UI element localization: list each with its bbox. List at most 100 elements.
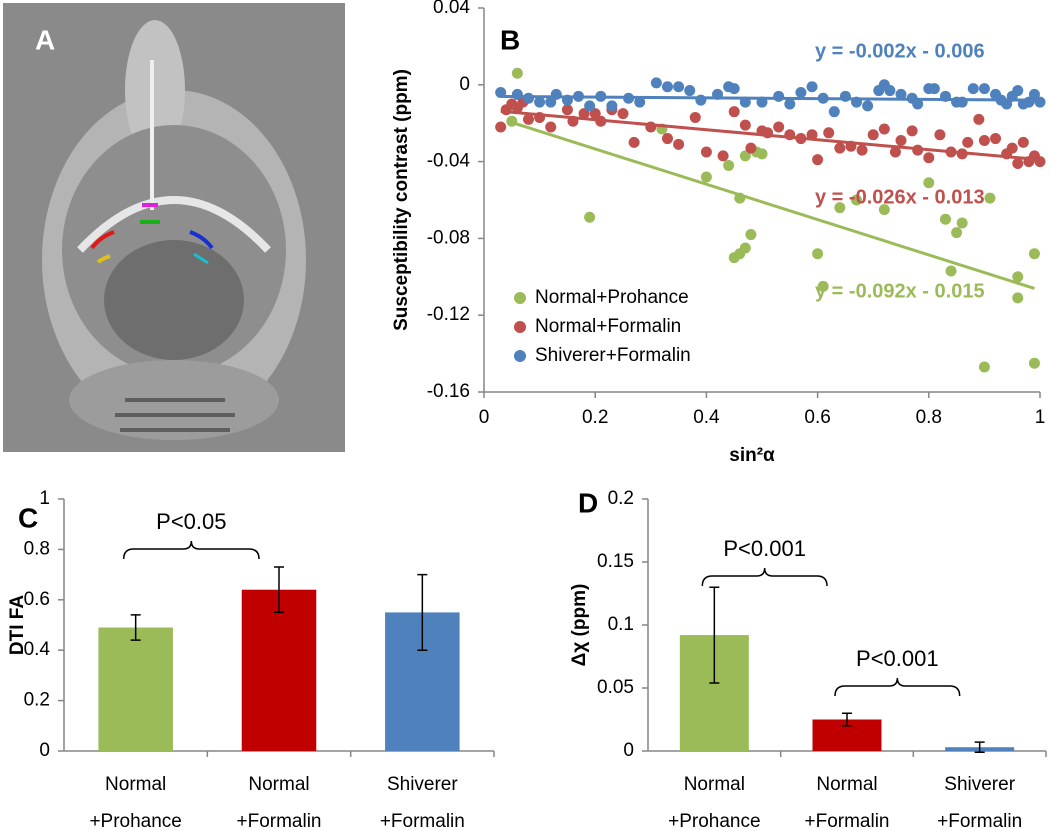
significance-label: P<0.001 bbox=[723, 536, 806, 561]
point bbox=[806, 81, 818, 93]
roi-red bbox=[90, 230, 115, 250]
x-axis-title: sin²α bbox=[729, 445, 775, 466]
point bbox=[945, 265, 957, 277]
point bbox=[511, 88, 523, 100]
y-tick-label: 0 bbox=[39, 740, 50, 761]
point bbox=[661, 81, 673, 93]
point bbox=[773, 121, 785, 133]
point bbox=[812, 248, 824, 260]
point bbox=[1012, 292, 1024, 304]
y-axis-title: DTI FA bbox=[7, 595, 28, 655]
point bbox=[561, 104, 573, 116]
point bbox=[812, 154, 824, 166]
point bbox=[828, 106, 840, 118]
point bbox=[628, 136, 640, 148]
significance-bracket bbox=[122, 540, 260, 560]
point bbox=[584, 100, 596, 112]
point bbox=[1028, 357, 1040, 369]
point bbox=[617, 108, 629, 120]
legend-swatch bbox=[514, 321, 526, 333]
point bbox=[578, 108, 590, 120]
point bbox=[634, 96, 646, 108]
x-tick-label: 0.8 bbox=[916, 407, 942, 428]
y-tick-label: 0 bbox=[623, 740, 634, 761]
point bbox=[756, 148, 768, 160]
error-bar bbox=[274, 566, 284, 614]
point bbox=[650, 77, 662, 89]
thalamus bbox=[104, 240, 244, 360]
point bbox=[700, 171, 712, 183]
point bbox=[545, 96, 557, 108]
point bbox=[823, 127, 835, 139]
point bbox=[878, 123, 890, 135]
point bbox=[606, 100, 618, 112]
y-tick-label: 0.4 bbox=[24, 639, 51, 660]
x-tick-label: Normal bbox=[684, 774, 745, 795]
y-tick-label: 0.2 bbox=[24, 690, 50, 711]
significance-label: P<0.05 bbox=[156, 509, 226, 534]
bar bbox=[98, 627, 173, 751]
point bbox=[912, 98, 924, 110]
mri-panel: A bbox=[3, 3, 345, 452]
point bbox=[795, 86, 807, 98]
point bbox=[522, 92, 534, 104]
y-tick-label: 0.15 bbox=[597, 551, 634, 572]
point bbox=[984, 192, 996, 204]
y-tick-label: -0.16 bbox=[427, 381, 470, 402]
point bbox=[956, 217, 968, 229]
point bbox=[878, 204, 890, 216]
point bbox=[962, 136, 974, 148]
cerebellum-folia bbox=[115, 398, 235, 432]
y-tick-label: 0.1 bbox=[608, 614, 634, 635]
point bbox=[1028, 88, 1040, 100]
panel-label: C bbox=[18, 502, 38, 533]
x-tick-label: Normal bbox=[105, 774, 166, 795]
panel-label: D bbox=[578, 487, 598, 518]
significance-bracket bbox=[701, 567, 828, 587]
x-tick-label: 0.6 bbox=[804, 407, 830, 428]
point bbox=[928, 83, 940, 95]
point bbox=[534, 96, 546, 108]
point bbox=[978, 83, 990, 95]
point bbox=[973, 113, 985, 125]
point bbox=[700, 146, 712, 158]
x-tick-label: +Formalin bbox=[237, 811, 322, 831]
bar bbox=[241, 589, 317, 751]
point bbox=[817, 280, 829, 292]
point bbox=[923, 152, 935, 164]
point bbox=[834, 142, 846, 154]
error-bar bbox=[417, 573, 428, 651]
legend-label: Shiverer+Formalin bbox=[535, 345, 691, 366]
x-tick-label: Shiverer bbox=[944, 774, 1015, 795]
x-tick-label: +Formalin bbox=[380, 811, 465, 831]
fit-line bbox=[500, 109, 1041, 162]
point bbox=[739, 119, 751, 131]
x-tick-label: 1 bbox=[1035, 407, 1046, 428]
y-tick-label: 0.6 bbox=[24, 589, 50, 610]
point bbox=[723, 159, 735, 171]
olfactory-bulb bbox=[125, 20, 185, 160]
y-tick-label: 0.2 bbox=[608, 488, 634, 509]
x-tick-label: Normal bbox=[816, 774, 877, 795]
point bbox=[673, 81, 685, 93]
y-tick-label: 0.05 bbox=[597, 677, 634, 698]
error-bar bbox=[709, 586, 720, 684]
point bbox=[589, 108, 601, 120]
point bbox=[906, 125, 918, 137]
y-axis-title: Δχ (ppm) bbox=[569, 584, 590, 667]
legend-label: Normal+Prohance bbox=[535, 287, 689, 308]
roi-blue bbox=[189, 230, 214, 250]
point bbox=[522, 113, 534, 125]
point bbox=[1012, 158, 1024, 170]
point bbox=[951, 227, 963, 239]
x-tick-label: 0 bbox=[479, 407, 490, 428]
fit-equation: y = -0.092x - 0.015 bbox=[815, 280, 985, 302]
point bbox=[739, 150, 751, 162]
x-tick-label: +Formalin bbox=[937, 811, 1022, 831]
point bbox=[739, 242, 751, 254]
legend-swatch bbox=[514, 292, 526, 304]
point bbox=[1028, 248, 1040, 260]
point bbox=[773, 90, 785, 102]
legend-label: Normal+Formalin bbox=[535, 316, 681, 337]
point bbox=[934, 129, 946, 141]
